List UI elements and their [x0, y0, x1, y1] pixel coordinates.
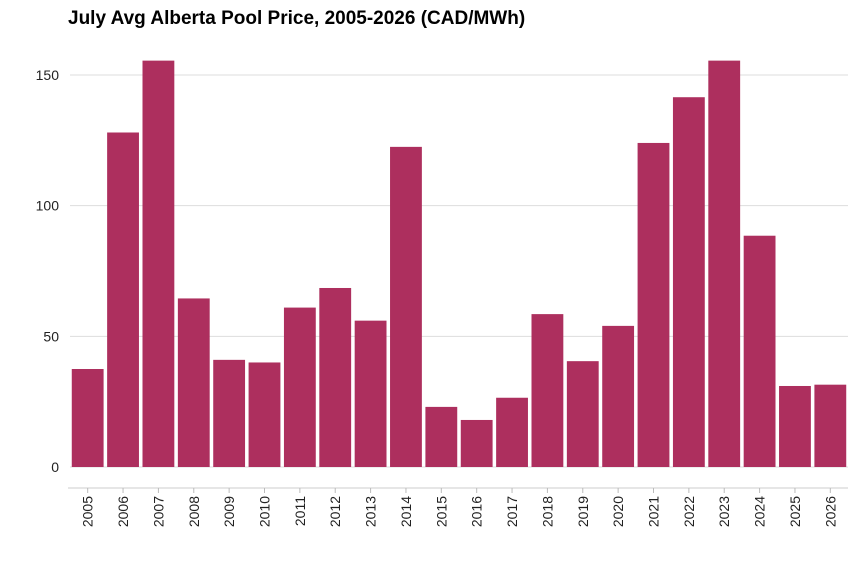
- bar-2021: [637, 142, 670, 468]
- y-tick-label: 100: [36, 198, 60, 214]
- bar-2014: [390, 146, 422, 467]
- x-tick-label: 2006: [115, 496, 131, 527]
- bar-2005: [71, 369, 104, 467]
- x-tick-label: 2024: [752, 496, 768, 527]
- bar-2010: [248, 362, 281, 467]
- x-axis: 2005 2006 2007 2008 2009 2010 2011 2012 2013 2014…: [68, 487, 848, 527]
- bar-2018: [531, 314, 564, 467]
- x-tick-label: 2022: [681, 496, 697, 527]
- x-tick-label: 2021: [646, 496, 662, 527]
- x-tick-label: 2020: [610, 496, 626, 527]
- x-tick-label: 2017: [504, 496, 520, 527]
- chart-title: July Avg Alberta Pool Price, 2005-2026 (…: [68, 8, 526, 29]
- bar-2007: [142, 60, 175, 467]
- bar-2011: [283, 307, 316, 467]
- x-tick-label: 2026: [822, 496, 838, 527]
- y-tick-label: 50: [43, 328, 59, 344]
- y-tick-label: 0: [51, 459, 59, 475]
- bar-2025: [779, 385, 811, 467]
- x-tick-label: 2012: [327, 496, 343, 527]
- x-tick-label: 2013: [363, 496, 379, 527]
- bar-2017: [496, 397, 528, 467]
- bar-2006: [107, 132, 139, 467]
- x-tick-label: 2008: [186, 496, 202, 527]
- x-tick-label: 2010: [257, 496, 273, 527]
- bar-2008: [177, 298, 210, 467]
- bar-2026: [814, 384, 847, 467]
- bar-2019: [566, 361, 599, 467]
- x-tick-label: 2009: [221, 496, 237, 527]
- x-tick-label: 2018: [539, 496, 555, 527]
- bar-2022: [672, 97, 705, 468]
- bar-2012: [319, 287, 352, 467]
- x-tick-label: 2007: [150, 496, 166, 527]
- bar-2013: [354, 320, 387, 467]
- bar-2009: [213, 359, 246, 467]
- y-axis: 0 50 100 150: [36, 67, 60, 475]
- bar-2020: [602, 325, 635, 467]
- x-tick-label: 2023: [716, 496, 732, 527]
- x-tick-label: 2014: [398, 496, 414, 527]
- y-tick-label: 150: [36, 67, 60, 83]
- bar-2016: [460, 419, 493, 467]
- x-tick-label: 2016: [469, 496, 485, 527]
- x-tick-label: 2005: [80, 496, 96, 527]
- x-tick-label: 2025: [787, 496, 803, 527]
- x-tick-label: 2019: [575, 496, 591, 527]
- x-tick-label: 2015: [433, 496, 449, 527]
- bars: [71, 60, 847, 468]
- bar-2024: [743, 235, 776, 467]
- bar-2015: [425, 406, 458, 467]
- bar-2023: [708, 60, 741, 467]
- x-tick-label: 2011: [292, 496, 308, 526]
